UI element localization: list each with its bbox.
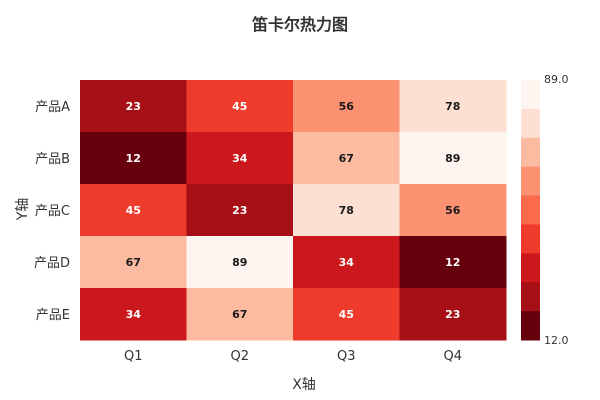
x-tick-labels: Q1 Q2 Q3 Q4: [124, 349, 462, 364]
legend-color-step: [521, 195, 540, 225]
cell-value-label: 23: [445, 308, 460, 321]
cell-value-label: 34: [232, 152, 248, 165]
heatmap-cell: [186, 288, 294, 341]
legend-color-step: [521, 80, 540, 110]
heatmap-cell: [293, 132, 400, 185]
cell-value-label: 23: [232, 204, 247, 217]
x-tick-label: Q1: [124, 349, 143, 364]
cell-value-label: 12: [445, 256, 460, 269]
cell-value-label: 89: [232, 256, 247, 269]
legend-max-label: 89.0: [544, 73, 569, 86]
y-tick-label: 产品D: [34, 256, 70, 271]
cell-value-label: 78: [445, 100, 460, 113]
cell-value-label: 56: [339, 100, 355, 113]
cell-value-label: 45: [232, 100, 247, 113]
legend-color-step: [521, 108, 540, 139]
heatmap-cells: 23 45 56 78 12 34 67 89 45 23 78 56 67 89 34 12 34 67 45 23: [80, 80, 507, 341]
heatmap-cell: [80, 184, 187, 237]
legend-color-step: [521, 311, 540, 341]
legend-color-step: [521, 282, 540, 312]
x-tick-label: Q3: [337, 349, 356, 364]
y-tick-label: 产品A: [35, 100, 70, 115]
cell-value-label: 89: [445, 152, 460, 165]
x-tick-label: Q2: [230, 349, 249, 364]
heatmap-cell: [80, 132, 187, 185]
legend-color-step: [521, 253, 540, 283]
heatmap-cell: [399, 184, 507, 237]
x-axis-label: X轴: [292, 377, 316, 393]
legend-color-step: [521, 166, 540, 197]
x-tick-label: Q4: [443, 349, 462, 364]
heatmap-cell: [399, 80, 507, 133]
color-legend: [521, 80, 540, 341]
cell-value-label: 67: [339, 152, 354, 165]
heatmap-cell: [80, 288, 187, 341]
heatmap-cell: [399, 132, 507, 185]
heatmap-cell: [293, 80, 400, 133]
y-tick-labels: 产品A 产品B 产品C 产品D 产品E: [34, 100, 70, 323]
cell-value-label: 23: [126, 100, 141, 113]
y-tick-label: 产品E: [36, 308, 70, 323]
cell-value-label: 45: [126, 204, 141, 217]
heatmap-cell: [186, 236, 294, 289]
heatmap-cell: [293, 184, 400, 237]
cell-value-label: 45: [339, 308, 354, 321]
heatmap-cell: [293, 288, 400, 341]
cell-value-label: 56: [445, 204, 461, 217]
heatmap-cell: [80, 236, 187, 289]
cell-value-label: 12: [126, 152, 141, 165]
cell-value-label: 67: [126, 256, 141, 269]
heatmap-cell: [186, 184, 294, 237]
y-tick-label: 产品B: [35, 152, 70, 167]
heatmap-cell: [186, 80, 294, 133]
legend-color-step: [521, 224, 540, 254]
cell-value-label: 34: [339, 256, 355, 269]
y-axis-label: Y轴: [15, 198, 31, 222]
heatmap-cell: [186, 132, 294, 185]
legend-color-step: [521, 137, 540, 168]
heatmap-cell: [399, 288, 507, 341]
chart-title: 笛卡尔热力图: [251, 15, 348, 34]
y-tick-label: 产品C: [35, 204, 70, 219]
cell-value-label: 34: [126, 308, 142, 321]
heatmap-cell: [399, 236, 507, 289]
legend-min-label: 12.0: [544, 334, 569, 347]
heatmap-cell: [80, 80, 187, 133]
cell-value-label: 78: [339, 204, 354, 217]
cell-value-label: 67: [232, 308, 247, 321]
heatmap-cell: [293, 236, 400, 289]
